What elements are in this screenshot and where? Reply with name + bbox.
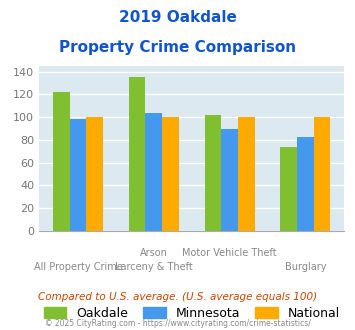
Bar xyxy=(53,92,70,231)
Text: All Property Crime: All Property Crime xyxy=(34,262,122,272)
Bar xyxy=(297,137,314,231)
Bar xyxy=(221,129,238,231)
Text: Burglary: Burglary xyxy=(285,262,326,272)
Text: Compared to U.S. average. (U.S. average equals 100): Compared to U.S. average. (U.S. average … xyxy=(38,292,317,302)
Text: Arson: Arson xyxy=(140,248,168,258)
Bar xyxy=(238,117,255,231)
Legend: Oakdale, Minnesota, National: Oakdale, Minnesota, National xyxy=(44,307,340,319)
Text: Property Crime Comparison: Property Crime Comparison xyxy=(59,40,296,54)
Bar xyxy=(314,117,331,231)
Text: © 2025 CityRating.com - https://www.cityrating.com/crime-statistics/: © 2025 CityRating.com - https://www.city… xyxy=(45,319,310,328)
Bar xyxy=(70,119,86,231)
Text: 2019 Oakdale: 2019 Oakdale xyxy=(119,10,236,25)
Bar xyxy=(86,117,103,231)
Bar xyxy=(146,113,162,231)
Bar xyxy=(162,117,179,231)
Text: Motor Vehicle Theft: Motor Vehicle Theft xyxy=(182,248,277,258)
Bar xyxy=(129,77,146,231)
Text: Larceny & Theft: Larceny & Theft xyxy=(115,262,193,272)
Bar xyxy=(204,115,221,231)
Bar xyxy=(280,147,297,231)
